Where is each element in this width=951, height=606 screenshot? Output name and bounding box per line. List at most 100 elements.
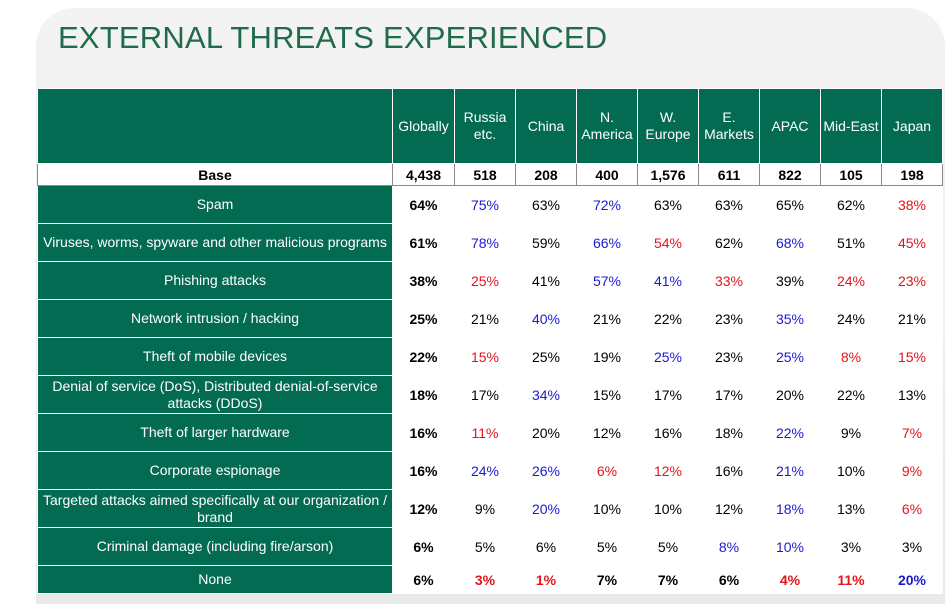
data-cell: 13% [881, 375, 943, 414]
data-cell: 25% [515, 337, 577, 376]
data-cell: 17% [637, 375, 699, 414]
data-cell: 22% [637, 299, 699, 338]
data-cell: 10% [576, 489, 638, 528]
data-cell: 18% [759, 489, 821, 528]
data-cell: 16% [637, 413, 699, 452]
column-header: Globally [392, 88, 455, 164]
data-cell: 21% [454, 299, 516, 338]
data-cell: 35% [759, 299, 821, 338]
data-cell: 51% [820, 223, 882, 262]
row-label: Phishing attacks [37, 261, 393, 300]
data-cell: 16% [392, 451, 455, 490]
data-cell: 21% [576, 299, 638, 338]
data-cell: 45% [881, 223, 943, 262]
data-cell: 66% [576, 223, 638, 262]
data-cell: 22% [392, 337, 455, 376]
table-row: Targeted attacks aimed specifically at o… [37, 489, 943, 528]
data-cell: 38% [392, 261, 455, 300]
column-header: W. Europe [637, 88, 699, 164]
table-row: Theft of larger hardware 16% 11% 20% 12% 16% 1… [37, 413, 943, 452]
page-title: EXTERNAL THREATS EXPERIENCED [58, 20, 608, 55]
data-cell: 7% [637, 565, 699, 594]
data-cell: 12% [392, 489, 455, 528]
base-label: Base [37, 163, 393, 186]
data-cell: 4% [759, 565, 821, 594]
data-cell: 1% [515, 565, 577, 594]
data-cell: 78% [454, 223, 516, 262]
data-cell: 11% [454, 413, 516, 452]
data-cell: 18% [698, 413, 760, 452]
row-label: Viruses, worms, spyware and other malici… [37, 223, 393, 262]
data-cell: 17% [698, 375, 760, 414]
data-cell: 23% [881, 261, 943, 300]
row-label: None [37, 565, 393, 594]
table-row: Network intrusion / hacking 25% 21% 40% 21% 2… [37, 299, 943, 338]
data-cell: 33% [698, 261, 760, 300]
row-label: Theft of larger hardware [37, 413, 393, 452]
data-cell: 22% [820, 375, 882, 414]
column-header: Russia etc. [454, 88, 516, 164]
data-cell: 24% [820, 261, 882, 300]
data-cell: 20% [759, 375, 821, 414]
table-row: Theft of mobile devices 22% 15% 25% 19% 25% 23… [37, 337, 943, 376]
column-header: APAC [759, 88, 821, 164]
column-header: Japan [881, 88, 943, 164]
data-cell: 38% [881, 185, 943, 224]
data-cell: 10% [759, 527, 821, 566]
data-cell: 16% [392, 413, 455, 452]
data-cell: 3% [881, 527, 943, 566]
data-cell: 6% [576, 451, 638, 490]
data-cell: 16% [698, 451, 760, 490]
data-cell: 15% [576, 375, 638, 414]
data-cell: 6% [392, 565, 455, 594]
data-cell: 72% [576, 185, 638, 224]
data-cell: 10% [820, 451, 882, 490]
data-cell: 3% [820, 527, 882, 566]
data-cell: 5% [637, 527, 699, 566]
data-cell: 11% [820, 565, 882, 594]
data-cell: 15% [881, 337, 943, 376]
row-label: Targeted attacks aimed specifically at o… [37, 489, 393, 528]
data-cell: 21% [759, 451, 821, 490]
data-cell: 9% [881, 451, 943, 490]
data-cell: 22% [759, 413, 821, 452]
data-cell: 6% [881, 489, 943, 528]
data-cell: 59% [515, 223, 577, 262]
data-cell: 12% [637, 451, 699, 490]
data-cell: 7% [881, 413, 943, 452]
data-cell: 64% [392, 185, 455, 224]
base-value: 822 [759, 163, 821, 186]
row-label: Spam [37, 185, 393, 224]
data-cell: 26% [515, 451, 577, 490]
header-corner [37, 88, 393, 164]
data-cell: 34% [515, 375, 577, 414]
column-header: N. America [576, 88, 638, 164]
data-cell: 7% [576, 565, 638, 594]
data-cell: 20% [515, 489, 577, 528]
data-cell: 25% [637, 337, 699, 376]
data-cell: 63% [637, 185, 699, 224]
data-cell: 12% [698, 489, 760, 528]
column-header: Mid-East [820, 88, 882, 164]
data-cell: 63% [515, 185, 577, 224]
row-label: Corporate espionage [37, 451, 393, 490]
table-row: Phishing attacks 38% 25% 41% 57% 41% 33% 39% 24%… [37, 261, 943, 300]
data-cell: 54% [637, 223, 699, 262]
base-value: 208 [515, 163, 577, 186]
data-cell: 6% [698, 565, 760, 594]
data-cell: 24% [820, 299, 882, 338]
row-label: Theft of mobile devices [37, 337, 393, 376]
data-cell: 41% [637, 261, 699, 300]
row-label: Criminal damage (including fire/arson) [37, 527, 393, 566]
table-row: Viruses, worms, spyware and other malici… [37, 223, 943, 262]
data-cell: 39% [759, 261, 821, 300]
data-cell: 8% [820, 337, 882, 376]
table-row: None 6% 3% 1% 7% 7% 6% 4% 11% 20% [37, 565, 943, 594]
data-cell: 68% [759, 223, 821, 262]
data-cell: 24% [454, 451, 516, 490]
base-value: 198 [881, 163, 943, 186]
data-cell: 62% [698, 223, 760, 262]
data-cell: 13% [820, 489, 882, 528]
data-cell: 12% [576, 413, 638, 452]
column-header: China [515, 88, 577, 164]
